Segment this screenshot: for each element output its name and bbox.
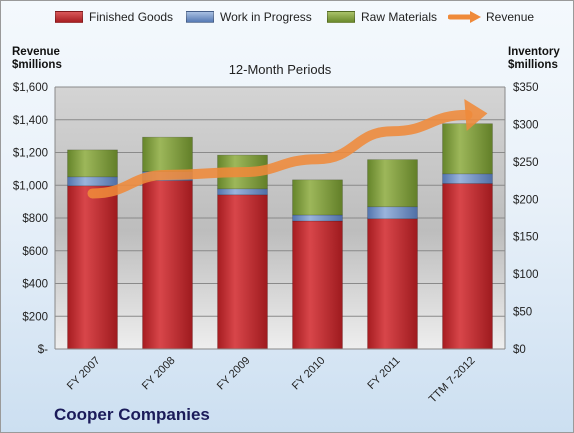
left-tick-label: $600: [22, 246, 48, 258]
legend-swatch-work-in-progress: [186, 11, 214, 23]
right-tick-label: $100: [513, 269, 539, 281]
right-tick-label: $200: [513, 194, 539, 206]
legend-item-revenue: Revenue: [448, 10, 534, 24]
legend-swatch-raw-materials: [327, 11, 355, 23]
bar-finished-goods: [292, 220, 343, 350]
left-tick-label: $1,000: [13, 180, 48, 192]
left-tick-label: $1,600: [13, 82, 48, 94]
legend-label-work-in-progress: Work in Progress: [220, 10, 312, 24]
left-axis-title: Revenue $millions: [12, 46, 62, 71]
right-tick-label: $350: [513, 82, 539, 94]
revenue-line: [87, 99, 488, 199]
bar-raw-materials: [67, 149, 118, 178]
bar-finished-goods: [67, 185, 118, 350]
category-label: FY 2007: [65, 355, 103, 393]
bar-raw-materials: [367, 159, 418, 208]
category-label: FY 2010: [290, 355, 328, 393]
right-tick-label: $0: [513, 344, 526, 356]
left-tick-label: $400: [22, 279, 48, 291]
left-tick-label: $1,400: [13, 115, 48, 127]
right-tick-label: $50: [513, 307, 532, 319]
category-label: FY 2009: [215, 355, 253, 393]
bar-finished-goods: [367, 218, 418, 350]
legend-swatch-finished-goods: [55, 11, 83, 23]
category-label: FY 2011: [365, 355, 402, 392]
category-label: TTM 7-2012: [427, 355, 478, 406]
bar-work-in-progress: [217, 188, 268, 196]
bar-work-in-progress: [442, 173, 493, 184]
bar-raw-materials: [142, 136, 193, 172]
right-axis-title: Inventory $millions: [508, 46, 560, 71]
bar-work-in-progress: [292, 214, 343, 222]
bars: [67, 123, 493, 350]
company-name: Cooper Companies: [54, 405, 210, 424]
left-tick-label: $1,200: [13, 148, 48, 160]
bar-raw-materials: [442, 123, 493, 175]
bar-work-in-progress: [367, 206, 418, 220]
legend-item-finished-goods: Finished Goods: [55, 10, 173, 24]
legend-item-raw-materials: Raw Materials: [327, 10, 437, 24]
left-tick-label: $-: [38, 344, 48, 356]
legend-label-revenue: Revenue: [486, 10, 535, 24]
revenue-line-path: [87, 109, 473, 199]
legend-label-finished-goods: Finished Goods: [89, 10, 174, 24]
plot-title: 12-Month Periods: [228, 62, 332, 77]
right-tick-label: $300: [513, 119, 539, 131]
legend-item-work-in-progress: Work in Progress: [186, 10, 312, 24]
bar-work-in-progress: [67, 176, 118, 187]
legend-label-raw-materials: Raw Materials: [361, 10, 438, 24]
revenue-arrowhead: [464, 99, 488, 131]
category-label: FY 2008: [140, 355, 178, 393]
left-tick-label: $800: [22, 213, 48, 225]
legend-arrow-icon: [448, 11, 481, 23]
bar-finished-goods: [142, 180, 193, 350]
left-tick-label: $200: [22, 311, 48, 323]
right-tick-label: $150: [513, 232, 539, 244]
bar-raw-materials: [292, 179, 343, 216]
right-tick-label: $250: [513, 157, 539, 169]
legend: Finished Goods Work in Progress Raw Mate…: [0, 10, 574, 30]
bar-finished-goods: [217, 194, 268, 350]
bar-finished-goods: [442, 183, 493, 350]
